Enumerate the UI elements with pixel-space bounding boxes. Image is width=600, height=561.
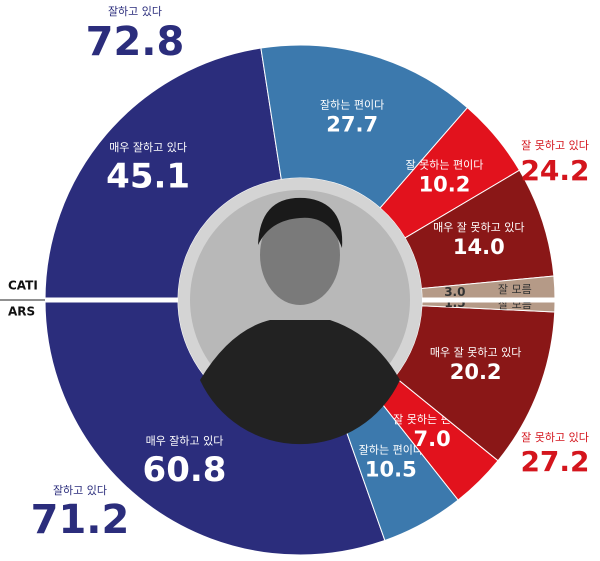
photo-figure: [200, 320, 400, 445]
value-label: 7.0: [413, 427, 450, 451]
summary-label: 잘하고 있다: [108, 4, 162, 18]
value-label: 45.1: [106, 156, 190, 196]
category-label: 매우 잘하고 있다: [146, 433, 224, 447]
photo-head: [260, 205, 340, 305]
series-name: ARS: [8, 305, 35, 319]
summary-value: 71.2: [31, 497, 130, 543]
summary-value: 27.2: [520, 445, 589, 478]
value-label: 14.0: [453, 235, 505, 259]
value-label: 27.7: [326, 112, 378, 136]
category-label: 잘하는 편이다: [359, 443, 423, 457]
value-label: 10.5: [365, 458, 417, 482]
value-label: 60.8: [143, 450, 227, 490]
value-label: 10.2: [419, 173, 471, 197]
value-label: 20.2: [450, 360, 502, 384]
photo-hair: [258, 197, 343, 248]
category-label: 잘 못하는 편이다: [406, 158, 484, 172]
value-label: 3.0: [444, 285, 465, 299]
summary-label: 잘 못하고 있다: [521, 430, 589, 444]
category-label: 매우 잘하고 있다: [109, 140, 187, 154]
summary-label: 잘하고 있다: [53, 483, 107, 497]
category-label: 매우 잘 못하고 있다: [433, 220, 524, 234]
category-label: 매우 잘 못하고 있다: [430, 345, 521, 359]
summary-value: 72.8: [86, 19, 185, 65]
summary-label: 잘 못하고 있다: [521, 138, 589, 152]
category-label: 잘 모름: [498, 283, 532, 296]
category-label: 잘하는 편이다: [320, 97, 384, 111]
summary-value: 24.2: [520, 154, 589, 187]
series-name: CATI: [8, 279, 38, 293]
